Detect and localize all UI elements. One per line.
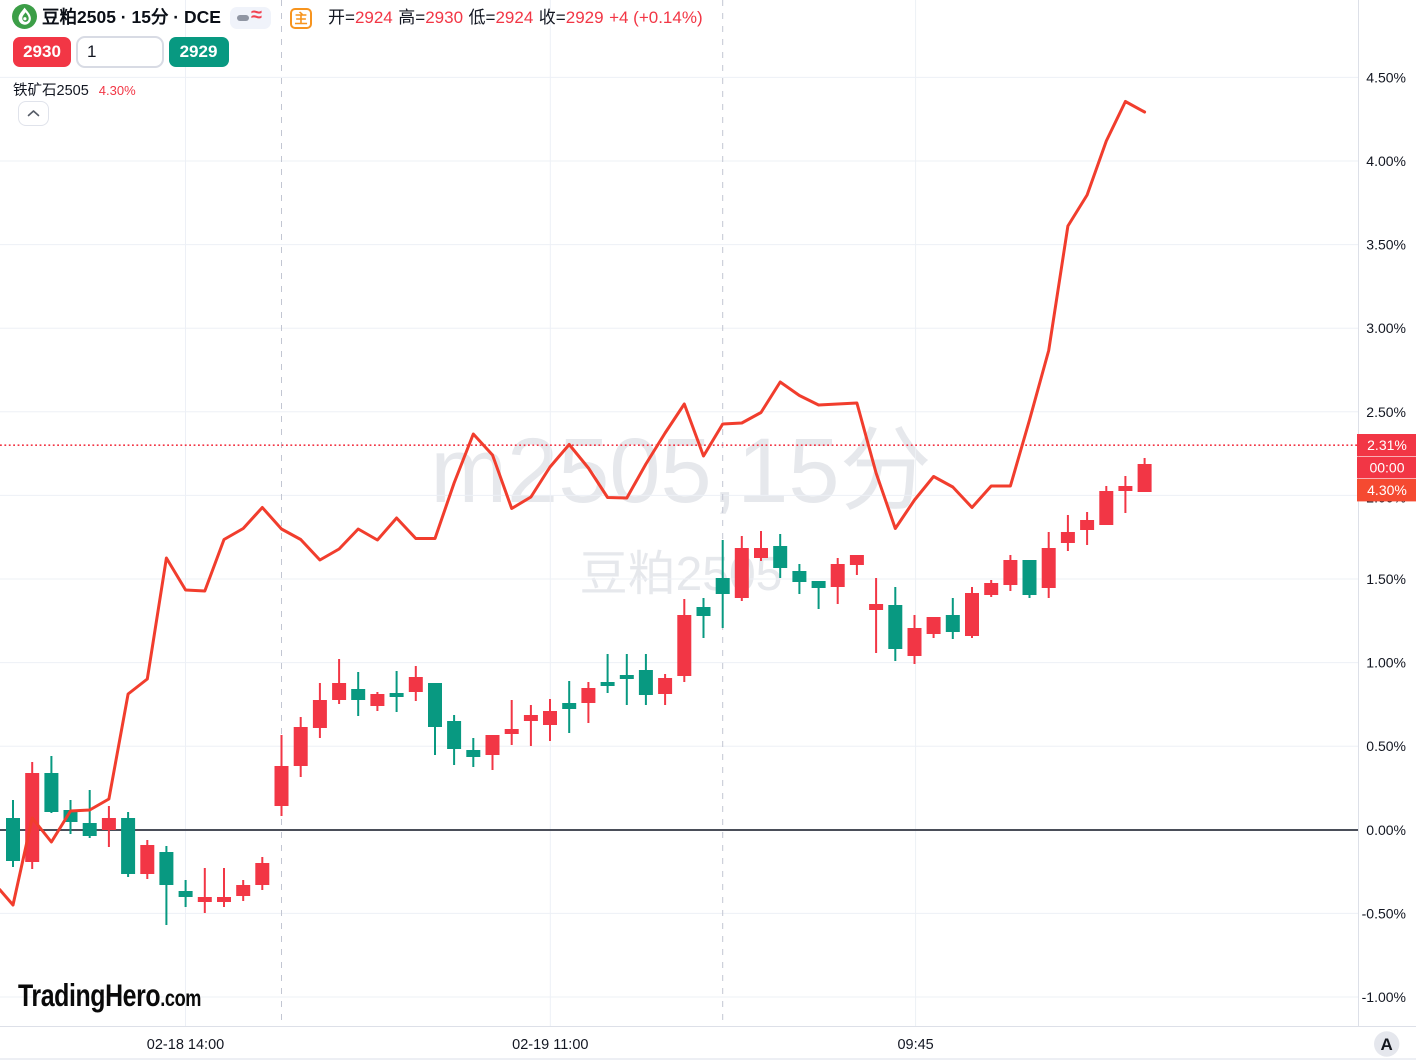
svg-text:4.30%: 4.30% [1367,482,1407,498]
svg-text:-0.50%: -0.50% [1362,905,1406,921]
svg-text:-1.00%: -1.00% [1362,989,1406,1005]
svg-text:m2505,15分: m2505,15分 [430,420,931,522]
svg-text:豆粕2505: 豆粕2505 [580,548,783,601]
svg-text:4.50%: 4.50% [1366,69,1406,85]
svg-text:A: A [1381,1035,1393,1054]
svg-text:02-19 11:00: 02-19 11:00 [512,1037,588,1053]
svg-text:3.50%: 3.50% [1366,237,1406,253]
svg-text:2.31%: 2.31% [1367,437,1407,453]
svg-text:4.00%: 4.00% [1366,153,1406,169]
svg-text:00:00: 00:00 [1369,460,1404,476]
svg-text:2.50%: 2.50% [1366,404,1406,420]
svg-text:0.00%: 0.00% [1366,822,1406,838]
svg-text:1.00%: 1.00% [1366,655,1406,671]
svg-text:09:45: 09:45 [897,1037,933,1053]
svg-text:02-18 14:00: 02-18 14:00 [147,1037,224,1053]
svg-text:3.00%: 3.00% [1366,320,1406,336]
svg-text:1.50%: 1.50% [1366,571,1406,587]
svg-text:0.50%: 0.50% [1366,738,1406,754]
